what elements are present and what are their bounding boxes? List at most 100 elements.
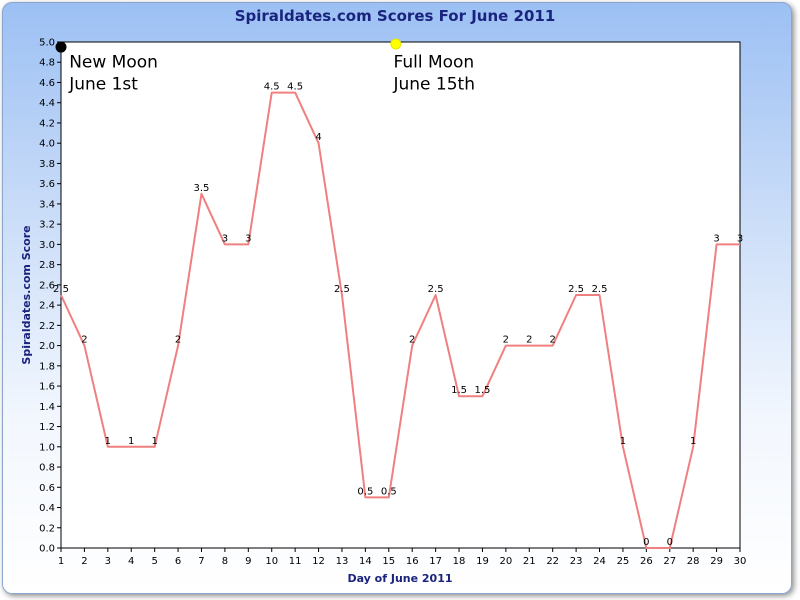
y-tick-label: 4.2	[39, 118, 55, 129]
data-label: 4.5	[287, 82, 303, 93]
x-axis-title: Day of June 2011	[347, 572, 452, 585]
data-label: 2	[81, 335, 87, 346]
data-label: 2	[409, 335, 415, 346]
y-tick-label: 4.8	[39, 58, 55, 69]
x-tick-label: 21	[523, 556, 536, 567]
y-tick-label: 0.6	[39, 483, 55, 494]
x-tick-label: 4	[128, 556, 134, 567]
y-tick-label: 2.6	[39, 280, 55, 291]
moon-markers	[55, 38, 402, 53]
y-tick-label: 1.8	[39, 361, 55, 372]
x-tick-label: 14	[359, 556, 372, 567]
y-tick-label: 1.4	[39, 402, 55, 413]
data-label: 2	[526, 335, 532, 346]
data-label: 3	[222, 233, 228, 244]
y-tick-label: 5.0	[39, 38, 55, 49]
y-tick-label: 2.0	[39, 341, 55, 352]
data-label: 2.5	[53, 284, 69, 295]
x-tick-label: 6	[175, 556, 181, 567]
y-tick-label: 3.2	[39, 220, 55, 231]
y-tick-label: 2.8	[39, 260, 55, 271]
y-tick-label: 4.4	[39, 98, 55, 109]
x-tick-label: 20	[499, 556, 512, 567]
y-tick-label: 1.6	[39, 382, 55, 393]
y-axis-title: Spiraldates.com Score	[20, 225, 33, 364]
data-label: 1	[151, 436, 157, 447]
data-label: 2.5	[428, 284, 444, 295]
x-tick-label: 26	[640, 556, 653, 567]
x-tick-label: 17	[429, 556, 442, 567]
data-label: 2.5	[334, 284, 350, 295]
data-label: 2.5	[568, 284, 584, 295]
y-tick-label: 4.0	[39, 139, 55, 150]
x-tick-label: 1	[58, 556, 64, 567]
moon-marker	[390, 38, 402, 50]
annotations: New Moon June 1st Full Moon June 15th	[68, 52, 475, 94]
x-tick-label: 16	[406, 556, 419, 567]
series-layer	[60, 91, 741, 549]
x-axis: 1 2 3 4 5 6 7 8 9 10 11 12 13 14 15 16 17 18 19 20 21 22 23 24 2…	[58, 548, 747, 567]
y-tick-label: 3.0	[39, 240, 55, 251]
y-tick-label: 3.6	[39, 179, 55, 190]
x-tick-label: 13	[336, 556, 349, 567]
moon-annotation: New Moon June 1st	[68, 52, 158, 94]
data-label: 1	[105, 436, 111, 447]
data-label: 2	[503, 335, 509, 346]
y-tick-label: 0.4	[39, 503, 55, 514]
y-tick-label: 0.2	[39, 523, 55, 534]
y-tick-label: 2.4	[39, 301, 55, 312]
x-tick-label: 10	[265, 556, 278, 567]
y-tick-label: 4.6	[39, 78, 55, 89]
x-tick-label: 2	[81, 556, 87, 567]
x-tick-label: 24	[593, 556, 606, 567]
x-tick-label: 3	[105, 556, 111, 567]
x-tick-label: 5	[151, 556, 157, 567]
data-label: 0	[667, 537, 673, 548]
data-label: 0	[643, 537, 649, 548]
data-label: 1	[690, 436, 696, 447]
data-label: 3	[245, 233, 251, 244]
data-label: 1	[128, 436, 134, 447]
x-tick-label: 15	[382, 556, 395, 567]
x-tick-label: 28	[687, 556, 700, 567]
y-tick-label: 3.8	[39, 159, 55, 170]
moon-annotation: Full Moon June 15th	[392, 52, 475, 94]
x-tick-label: 25	[617, 556, 630, 567]
data-label: 2	[175, 335, 181, 346]
x-tick-label: 29	[710, 556, 723, 567]
x-tick-label: 23	[570, 556, 583, 567]
x-tick-label: 22	[546, 556, 559, 567]
data-label: 4.5	[264, 82, 280, 93]
y-tick-label: 1.2	[39, 422, 55, 433]
y-tick-label: 2.2	[39, 321, 55, 332]
data-label: 1	[620, 436, 626, 447]
data-label: 3.5	[194, 183, 210, 194]
data-label: 4	[315, 132, 321, 143]
data-label: 0.5	[357, 486, 373, 497]
y-axis: 0.0 0.2 0.4 0.6 0.8 1.0 1.2 1.4 1.6 1.8 2.0 2.2 2.4 2…	[39, 38, 61, 555]
x-tick-label: 30	[734, 556, 747, 567]
data-label: 1.5	[474, 385, 490, 396]
series-line	[60, 91, 740, 549]
data-labels: 2.5 2 1 1 1 2 3.5 3 3 4.5 4.5 4 2.5 0.5 0.5 2 2.5 1.5 1.5 2…	[53, 82, 743, 548]
data-label: 0.5	[381, 486, 397, 497]
y-tick-label: 3.4	[39, 199, 55, 210]
plot-area	[60, 41, 741, 549]
y-tick-label: 1.0	[39, 442, 55, 453]
x-tick-label: 7	[198, 556, 204, 567]
x-tick-label: 8	[222, 556, 228, 567]
data-label: 2	[550, 335, 556, 346]
chart-title: Spiraldates.com Scores For June 2011	[235, 7, 556, 25]
data-label: 3	[713, 233, 719, 244]
data-label: 1.5	[451, 385, 467, 396]
moon-marker	[55, 41, 67, 53]
x-tick-label: 9	[245, 556, 251, 567]
x-tick-label: 12	[312, 556, 325, 567]
x-tick-label: 11	[289, 556, 302, 567]
x-tick-label: 18	[453, 556, 466, 567]
y-tick-label: 0.0	[39, 544, 55, 555]
x-tick-label: 27	[663, 556, 676, 567]
data-label: 3	[737, 233, 743, 244]
y-tick-label: 0.8	[39, 463, 55, 474]
